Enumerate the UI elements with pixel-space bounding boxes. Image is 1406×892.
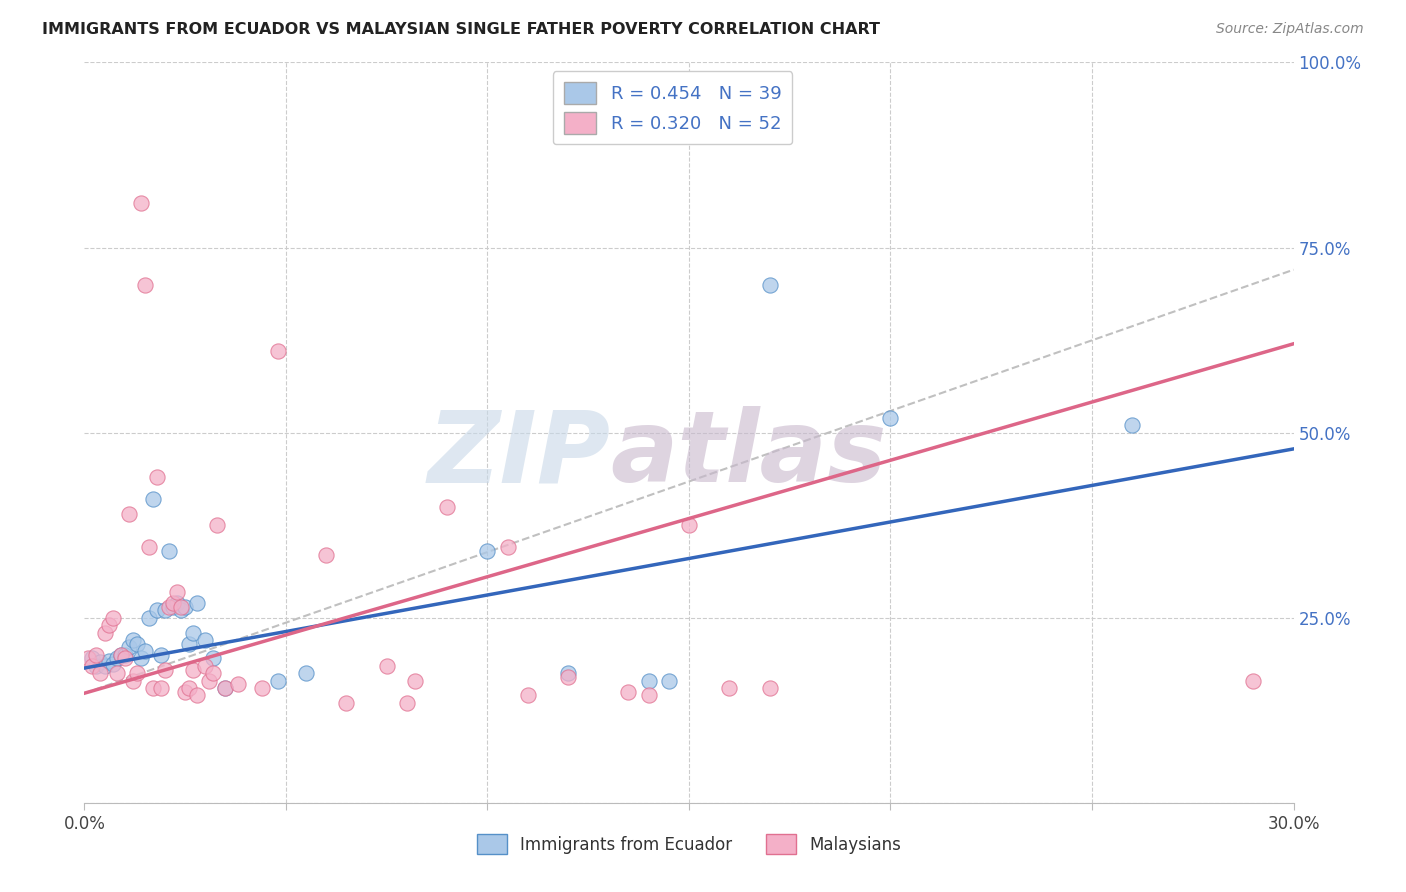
Point: [142, 492, 165, 507]
Point: [557, 666, 579, 681]
Point: [202, 651, 225, 665]
Point: [758, 277, 780, 292]
Text: ZIP: ZIP: [427, 407, 610, 503]
Point: [186, 596, 208, 610]
Point: [315, 548, 337, 562]
Point: [718, 681, 741, 695]
Point: [658, 673, 681, 688]
Point: [181, 663, 204, 677]
Point: [179, 681, 201, 695]
Point: [93, 658, 115, 673]
Point: [149, 648, 172, 662]
Point: [179, 637, 201, 651]
Point: [134, 277, 156, 292]
Point: [267, 344, 290, 359]
Point: [129, 196, 152, 211]
Point: [97, 618, 120, 632]
Point: [516, 689, 538, 703]
Point: [207, 518, 229, 533]
Point: [166, 596, 188, 610]
Text: Source: ZipAtlas.com: Source: ZipAtlas.com: [1216, 22, 1364, 37]
Point: [101, 610, 124, 624]
Point: [142, 681, 165, 695]
Point: [375, 658, 398, 673]
Point: [186, 689, 208, 703]
Point: [105, 666, 128, 681]
Point: [496, 541, 519, 555]
Point: [134, 644, 156, 658]
Point: [194, 632, 217, 647]
Point: [146, 603, 169, 617]
Point: [678, 518, 700, 533]
Point: [637, 673, 659, 688]
Legend: Immigrants from Ecuador, Malaysians: Immigrants from Ecuador, Malaysians: [470, 828, 908, 861]
Point: [82, 658, 104, 673]
Point: [105, 651, 128, 665]
Point: [162, 596, 184, 610]
Point: [125, 666, 148, 681]
Point: [198, 673, 221, 688]
Point: [77, 651, 100, 665]
Point: [267, 673, 290, 688]
Point: [118, 640, 141, 655]
Point: [1121, 418, 1143, 433]
Point: [114, 651, 136, 665]
Text: atlas: atlas: [610, 407, 887, 503]
Point: [89, 666, 111, 681]
Point: [1241, 673, 1264, 688]
Point: [174, 685, 197, 699]
Point: [118, 507, 141, 521]
Point: [617, 685, 640, 699]
Point: [170, 603, 193, 617]
Point: [181, 625, 204, 640]
Point: [86, 648, 108, 662]
Point: [138, 541, 160, 555]
Point: [82, 651, 104, 665]
Point: [335, 696, 357, 710]
Point: [174, 599, 197, 614]
Point: [153, 663, 176, 677]
Point: [214, 681, 236, 695]
Point: [477, 544, 499, 558]
Point: [202, 666, 225, 681]
Point: [395, 696, 418, 710]
Point: [138, 610, 160, 624]
Text: IMMIGRANTS FROM ECUADOR VS MALAYSIAN SINGLE FATHER POVERTY CORRELATION CHART: IMMIGRANTS FROM ECUADOR VS MALAYSIAN SIN…: [42, 22, 880, 37]
Point: [436, 500, 458, 514]
Point: [146, 470, 169, 484]
Point: [110, 648, 132, 662]
Point: [125, 637, 148, 651]
Point: [97, 654, 120, 668]
Point: [129, 651, 152, 665]
Point: [157, 544, 180, 558]
Point: [114, 648, 136, 662]
Point: [153, 603, 176, 617]
Point: [879, 410, 901, 425]
Point: [557, 670, 579, 684]
Point: [89, 655, 111, 669]
Point: [194, 658, 217, 673]
Point: [121, 673, 143, 688]
Point: [250, 681, 273, 695]
Point: [157, 599, 180, 614]
Point: [101, 657, 124, 671]
Point: [295, 666, 318, 681]
Point: [637, 689, 659, 703]
Point: [170, 599, 193, 614]
Point: [149, 681, 172, 695]
Point: [758, 681, 780, 695]
Point: [86, 658, 108, 673]
Point: [166, 584, 188, 599]
Point: [110, 648, 132, 662]
Point: [226, 677, 249, 691]
Point: [162, 599, 184, 614]
Point: [93, 625, 115, 640]
Point: [214, 681, 236, 695]
Point: [404, 673, 426, 688]
Point: [121, 632, 143, 647]
